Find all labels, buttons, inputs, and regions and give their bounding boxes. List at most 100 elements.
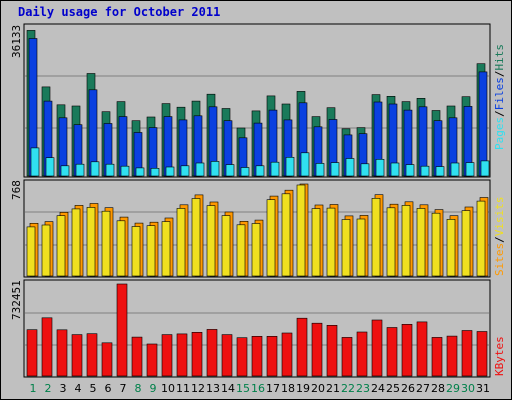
kbytes-bar-12 <box>191 331 203 377</box>
x-tick-label-2: 2 <box>45 382 52 395</box>
legend-sep-3: / <box>493 236 506 243</box>
pages-bar-5 <box>90 161 100 177</box>
kbytes-bar-27 <box>416 321 428 377</box>
top-legend: Pages/Files/Hits <box>493 44 506 150</box>
x-tick-label-21: 21 <box>326 382 340 395</box>
visits-bar-30 <box>461 210 471 277</box>
kbytes-bar-18 <box>281 332 293 377</box>
pages-bar-12 <box>195 162 205 177</box>
pages-bar-31 <box>480 160 490 177</box>
visits-bar-19 <box>296 184 306 277</box>
visits-bar-9 <box>146 225 156 277</box>
visits-bar-11 <box>176 208 186 277</box>
pages-bar-21 <box>330 162 340 177</box>
x-tick-label-26: 26 <box>401 382 415 395</box>
visits-bar-12 <box>191 198 201 277</box>
pages-bar-8 <box>135 167 145 177</box>
kbytes-bar-23 <box>356 331 368 377</box>
x-tick-label-20: 20 <box>311 382 325 395</box>
x-tick-label-11: 11 <box>176 382 190 395</box>
x-tick-label-29: 29 <box>446 382 460 395</box>
pages-bar-29 <box>450 162 460 177</box>
x-tick-label-23: 23 <box>356 382 370 395</box>
pages-bar-6 <box>105 163 115 177</box>
legend-visits: Visits <box>493 197 506 237</box>
pages-bar-11 <box>180 165 190 177</box>
pages-bar-13 <box>210 161 220 177</box>
kbytes-bar-19 <box>296 317 308 377</box>
visits-bar-17 <box>266 199 276 277</box>
x-tick-label-8: 8 <box>135 382 142 395</box>
kbytes-bar-11 <box>176 333 188 377</box>
middle-legend: Sites/Visits <box>493 197 506 277</box>
x-tick-label-25: 25 <box>386 382 400 395</box>
x-tick-label-19: 19 <box>296 382 310 395</box>
kbytes-bar-8 <box>131 336 143 377</box>
visits-bar-7 <box>116 220 126 277</box>
x-tick-label-10: 10 <box>161 382 175 395</box>
kbytes-bar-2 <box>41 317 53 377</box>
pages-bar-14 <box>225 164 235 177</box>
pages-bar-20 <box>315 163 325 177</box>
pages-bar-3 <box>60 165 70 177</box>
pages-bar-10 <box>165 166 175 177</box>
chart-title: Daily usage for October 2011 <box>18 5 221 19</box>
x-tick-label-5: 5 <box>90 382 97 395</box>
x-tick-label-7: 7 <box>120 382 127 395</box>
pages-bar-7 <box>120 165 130 177</box>
visits-bar-16 <box>251 223 261 277</box>
files-bar-27 <box>418 106 428 177</box>
legend-sites: Sites <box>493 243 506 276</box>
middle-bars <box>26 183 489 277</box>
kbytes-bar-1 <box>26 329 38 377</box>
kbytes-bar-28 <box>431 337 443 377</box>
kbytes-bar-24 <box>371 319 383 377</box>
x-axis-labels: 1 2 3 4 5 6 7 8 9 10 11 12 13 14 15 16 17 18 19 20 21 22 23 24 2… <box>30 382 491 395</box>
visits-bar-8 <box>131 226 141 277</box>
pages-bar-17 <box>270 161 280 177</box>
bottom-bars <box>26 283 488 377</box>
pages-bar-27 <box>420 165 430 177</box>
kbytes-bar-14 <box>221 334 233 377</box>
pages-bar-24 <box>375 159 385 177</box>
visits-bar-14 <box>221 215 231 277</box>
kbytes-bar-5 <box>86 333 98 377</box>
legend-hits: Hits <box>493 44 506 71</box>
pages-bar-25 <box>390 162 400 177</box>
visits-bar-18 <box>281 193 291 277</box>
x-tick-label-12: 12 <box>191 382 205 395</box>
visits-bar-24 <box>371 198 381 277</box>
visits-bar-1 <box>26 226 36 277</box>
top-ymax-label: 36133 <box>10 25 23 58</box>
kbytes-bar-25 <box>386 327 398 377</box>
kbytes-bar-31 <box>476 331 488 377</box>
visits-bar-29 <box>446 219 456 277</box>
pages-bar-16 <box>255 165 265 177</box>
kbytes-bar-16 <box>251 335 263 377</box>
x-tick-label-14: 14 <box>221 382 235 395</box>
kbytes-bar-9 <box>146 343 158 377</box>
kbytes-bar-15 <box>236 337 248 377</box>
bottom-legend: KBytes <box>493 336 506 376</box>
x-tick-label-18: 18 <box>281 382 295 395</box>
x-tick-label-15: 15 <box>236 382 250 395</box>
kbytes-bar-7 <box>116 283 128 377</box>
legend-kbytes: KBytes <box>493 336 506 376</box>
pages-bar-19 <box>300 152 310 177</box>
visits-bar-15 <box>236 224 246 277</box>
visits-bar-13 <box>206 205 216 277</box>
kbytes-bar-22 <box>341 337 353 377</box>
visits-bar-10 <box>161 221 171 277</box>
legend-sep-1: / <box>493 110 506 117</box>
pages-bar-30 <box>465 162 475 177</box>
pages-bar-18 <box>285 157 295 177</box>
visits-bar-20 <box>311 208 321 277</box>
pages-bar-22 <box>345 158 355 177</box>
kbytes-bar-29 <box>446 335 458 377</box>
visits-bar-5 <box>86 207 96 277</box>
pages-bar-28 <box>435 166 445 177</box>
x-tick-label-13: 13 <box>206 382 220 395</box>
visits-bar-28 <box>431 212 441 277</box>
legend-files: Files <box>493 77 506 110</box>
